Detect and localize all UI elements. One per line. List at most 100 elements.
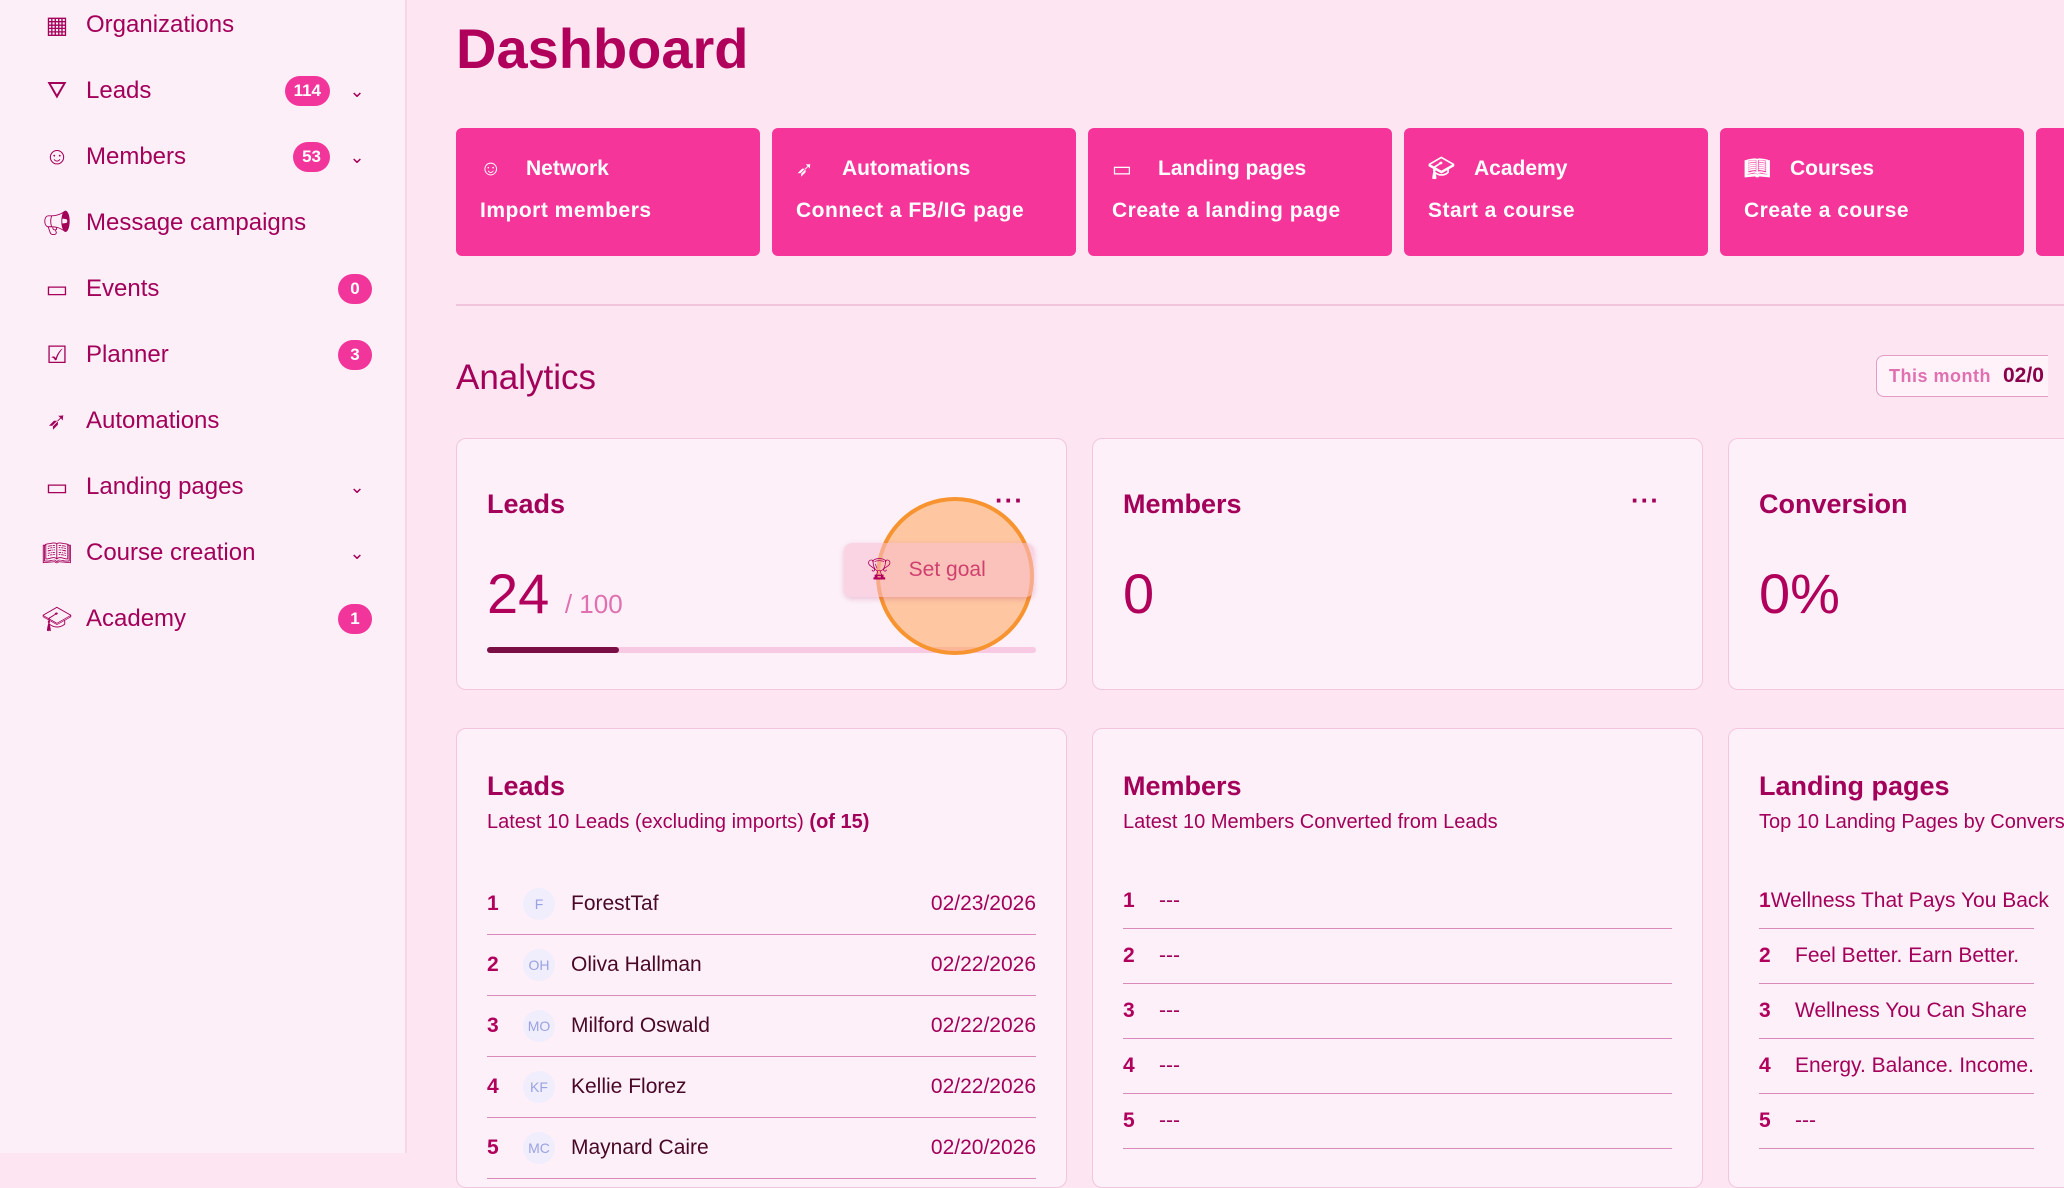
members-value: 0	[1123, 562, 1155, 625]
quick-action-network[interactable]: ☺ Network Import members	[456, 128, 760, 256]
set-goal-button[interactable]: 🏆︎ Set goal	[844, 543, 1034, 597]
sidebar-item-label: Leads	[86, 77, 152, 104]
page-title: Dashboard	[456, 17, 749, 80]
item-name: ---	[1159, 1054, 1180, 1077]
list-item[interactable]: 2 ---	[1123, 929, 1672, 984]
count-badge: 3	[338, 340, 372, 370]
rank: 2	[1123, 944, 1135, 967]
list-item[interactable]: 2 OH Oliva Hallman 02/22/2026	[487, 935, 1036, 996]
quick-action-partial[interactable]	[2036, 128, 2064, 256]
chevron-down-icon[interactable]: ⌄	[349, 476, 365, 497]
leads-stat-card: Leads ··· 24 / 100 🏆︎ Set goal	[456, 438, 1067, 690]
lead-name: Milford Oswald	[571, 1014, 710, 1037]
lead-name: Kellie Florez	[571, 1075, 687, 1098]
calendar-icon: ▭	[45, 275, 69, 303]
leads-goal: / 100	[564, 589, 623, 619]
item-name: Energy. Balance. Income.	[1795, 1054, 2034, 1077]
count-badge: 53	[293, 142, 330, 172]
rank: 4	[1123, 1054, 1135, 1077]
members-stat-card: Members ··· 0	[1092, 438, 1703, 690]
avatar: F	[523, 888, 555, 920]
list-item[interactable]: 2 Feel Better. Earn Better.	[1759, 929, 2034, 984]
avatar: OH	[523, 949, 555, 981]
rank: 3	[1123, 999, 1135, 1022]
list-item[interactable]: 4 ---	[1123, 1039, 1672, 1094]
chevron-down-icon[interactable]: ⌄	[349, 542, 365, 563]
date-range-picker[interactable]: This month 02/0	[1876, 355, 2048, 397]
item-name: Wellness You Can Share	[1795, 999, 2027, 1022]
quick-action-label: Create a course	[1744, 199, 1910, 222]
sidebar-item-planner[interactable]: ☑ Planner 3	[42, 330, 372, 380]
set-goal-label: Set goal	[908, 558, 986, 581]
rank: 3	[487, 1014, 499, 1037]
megaphone-icon: 📢︎	[41, 209, 73, 237]
quick-action-label: Import members	[480, 199, 652, 222]
sidebar-item-label: Events	[86, 275, 160, 302]
rank: 4	[1759, 1054, 1771, 1077]
avatar: KF	[523, 1071, 555, 1103]
leads-value: 24	[487, 562, 550, 625]
count-badge: 0	[338, 274, 372, 304]
list-item[interactable]: 5 MC Maynard Caire 02/20/2026	[487, 1118, 1036, 1179]
sidebar-item-leads[interactable]: ⛛ Leads 114 ⌄	[42, 66, 372, 116]
list-item[interactable]: 3 Wellness You Can Share	[1759, 984, 2034, 1039]
avatar: MC	[523, 1132, 555, 1164]
sidebar-item-message-campaigns[interactable]: 📢︎ Message campaigns	[42, 198, 372, 248]
quick-action-landing-pages[interactable]: ▭ Landing pages Create a landing page	[1088, 128, 1392, 256]
rank: 2	[1759, 944, 1771, 967]
list-item[interactable]: 4 Energy. Balance. Income.	[1759, 1039, 2034, 1094]
rank: 3	[1759, 999, 1771, 1022]
lead-date: 02/22/2026	[930, 953, 1036, 976]
monitor-icon: ▭	[1112, 157, 1132, 181]
count-badge: 114	[284, 76, 330, 106]
card-subtitle: Top 10 Landing Pages by Convers	[1759, 811, 2064, 833]
card-subtitle: Latest 10 Leads (excluding imports) (of …	[487, 811, 869, 834]
sidebar-item-events[interactable]: ▭ Events 0	[42, 264, 372, 314]
sidebar-item-label: Message campaigns	[86, 209, 307, 236]
period-label: This month	[1889, 365, 1991, 386]
sidebar-item-label: Members	[86, 143, 187, 170]
graduation-cap-icon: 🎓︎	[1428, 157, 1455, 180]
rank: 1	[1123, 889, 1135, 912]
sidebar-item-label: Course creation	[86, 539, 256, 566]
list-item[interactable]: 3 MO Milford Oswald 02/22/2026	[487, 996, 1036, 1057]
sidebar-item-course-creation[interactable]: 📖︎ Course creation ⌄	[42, 528, 372, 578]
list-item[interactable]: 1 Wellness That Pays You Back	[1759, 874, 2049, 929]
sidebar-item-landing-pages[interactable]: ▭ Landing pages ⌄	[42, 462, 372, 512]
leads-count: 24 / 100	[487, 561, 623, 626]
sidebar-item-label: Landing pages	[86, 473, 244, 500]
card-title: Landing pages	[1759, 771, 1950, 801]
list-item[interactable]: 5 ---	[1123, 1094, 1672, 1149]
lead-name: ForestTaf	[571, 892, 659, 915]
item-name: ---	[1159, 944, 1180, 967]
quick-action-automations[interactable]: ➶ Automations Connect a FB/IG page	[772, 128, 1076, 256]
analytics-heading: Analytics	[456, 358, 597, 397]
card-title: Leads	[487, 771, 566, 801]
conversion-value: 0%	[1759, 562, 1840, 625]
more-options-button[interactable]: ···	[995, 485, 1024, 515]
sidebar-item-academy[interactable]: 🎓︎ Academy 1	[42, 594, 372, 644]
quick-action-academy[interactable]: 🎓︎ Academy Start a course	[1404, 128, 1708, 256]
item-name: ---	[1159, 1109, 1180, 1132]
monitor-icon: ▭	[45, 473, 69, 501]
list-item[interactable]: 1 ---	[1123, 874, 1672, 929]
rank: 2	[487, 953, 499, 976]
chevron-down-icon[interactable]: ⌄	[349, 146, 365, 167]
more-options-button[interactable]: ···	[1631, 485, 1660, 515]
item-name: ---	[1795, 1109, 1816, 1132]
quick-action-courses[interactable]: 📖︎ Courses Create a course	[1720, 128, 2024, 256]
list-item[interactable]: 4 KF Kellie Florez 02/22/2026	[487, 1057, 1036, 1118]
lead-name: Oliva Hallman	[571, 953, 702, 976]
list-item[interactable]: 1 F ForestTaf 02/23/2026	[487, 874, 1036, 935]
sidebar-item-automations[interactable]: ➶ Automations	[42, 396, 372, 446]
sidebar-item-organizations[interactable]: ▦ Organizations	[42, 0, 372, 50]
graduation-cap-icon: 🎓︎	[41, 605, 73, 633]
list-item[interactable]: 3 ---	[1123, 984, 1672, 1039]
subtitle-text: Latest 10 Leads (excluding imports)	[487, 811, 804, 833]
chevron-down-icon[interactable]: ⌄	[349, 80, 365, 101]
sidebar-item-members[interactable]: ☺ Members 53 ⌄	[42, 132, 372, 182]
quick-action-label: Create a landing page	[1112, 199, 1341, 222]
card-title: Conversion	[1759, 489, 1908, 519]
rocket-icon: ➶	[796, 157, 814, 181]
list-item[interactable]: 5 ---	[1759, 1094, 2034, 1149]
